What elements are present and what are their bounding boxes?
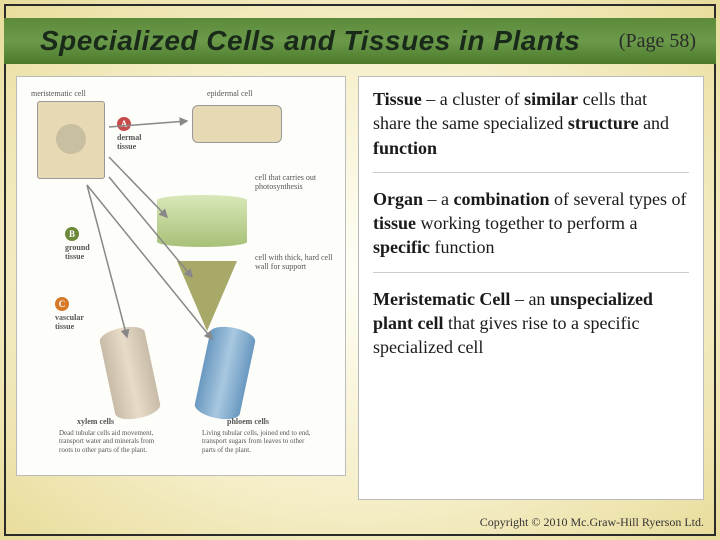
definitions-panel: Tissue – a cluster of similar cells that… bbox=[358, 76, 704, 500]
phloem-cells bbox=[193, 323, 257, 423]
badge-c: C bbox=[55, 297, 69, 311]
label-phloem: phloem cells bbox=[227, 417, 269, 426]
label-vascular: vascular tissue bbox=[55, 313, 100, 331]
epidermal-cell bbox=[192, 105, 282, 143]
term-tissue: Tissue bbox=[373, 89, 422, 109]
copyright-text: Copyright © 2010 Mc.Graw-Hill Ryerson Lt… bbox=[480, 515, 704, 530]
term-organ: Organ bbox=[373, 189, 423, 209]
term-meristematic: Meristematic Cell bbox=[373, 289, 510, 309]
meristematic-cell bbox=[37, 101, 105, 179]
label-dermal: dermal tissue bbox=[117, 133, 157, 151]
plant-cells-diagram: meristematic cell epidermal cell A derma… bbox=[16, 76, 346, 476]
definition-tissue: Tissue – a cluster of similar cells that… bbox=[373, 87, 689, 173]
photosynthesis-cell bbox=[157, 195, 247, 247]
xylem-cells bbox=[98, 323, 162, 423]
definition-organ: Organ – a combination of several types o… bbox=[373, 187, 689, 273]
label-support: cell with thick, hard cell wall for supp… bbox=[255, 253, 335, 271]
title-bar: Specialized Cells and Tissues in Plants … bbox=[4, 18, 716, 64]
label-ground: ground tissue bbox=[65, 243, 105, 261]
xylem-description: Dead tubular cells aid movement, transpo… bbox=[59, 429, 169, 454]
page-reference: (Page 58) bbox=[619, 30, 696, 53]
badge-a: A bbox=[117, 117, 131, 131]
label-xylem: xylem cells bbox=[77, 417, 114, 426]
support-cell bbox=[177, 261, 237, 331]
label-photosynth: cell that carries out photosynthesis bbox=[255, 173, 335, 191]
label-epidermal: epidermal cell bbox=[207, 89, 253, 98]
page-title: Specialized Cells and Tissues in Plants bbox=[40, 25, 580, 57]
phloem-description: Living tubular cells, joined end to end,… bbox=[202, 429, 312, 454]
label-meristematic: meristematic cell bbox=[31, 89, 86, 98]
badge-b: B bbox=[65, 227, 79, 241]
content-area: meristematic cell epidermal cell A derma… bbox=[16, 76, 704, 500]
definition-meristematic: Meristematic Cell – an unspecialized pla… bbox=[373, 287, 689, 360]
